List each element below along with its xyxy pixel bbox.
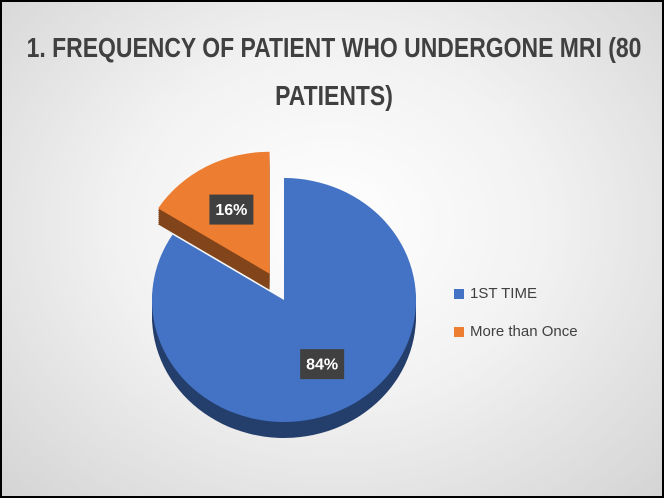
data-label: 16% [215, 202, 247, 219]
chart-title: 1. FREQUENCY OF PATIENT WHO UNDERGONE MR… [26, 32, 642, 111]
data-label-box [300, 349, 345, 380]
data-label-box [209, 194, 254, 225]
data-label: 84% [306, 356, 338, 373]
slice [152, 178, 417, 422]
legend-label: More than Once [470, 323, 578, 340]
legend-swatch [454, 289, 464, 299]
legend-label: 1ST TIME [470, 285, 537, 302]
legend-swatch [454, 327, 464, 337]
